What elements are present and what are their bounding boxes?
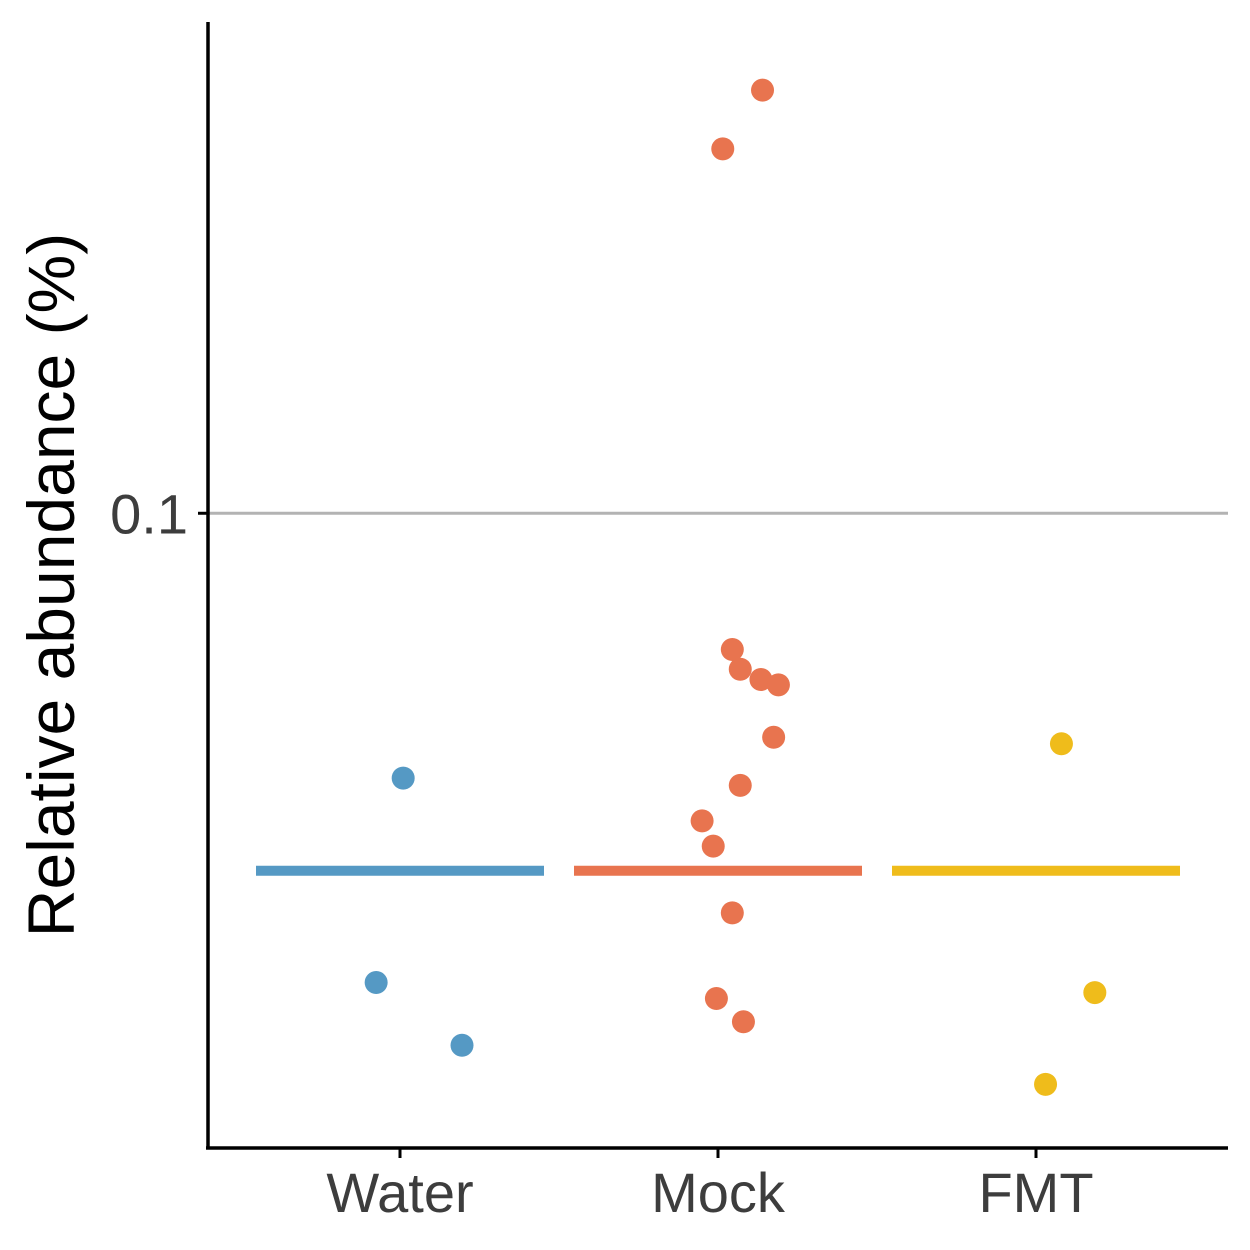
plot-area xyxy=(208,78,1228,1096)
axes: 0.1 Water Mock FMT xyxy=(110,22,1228,1224)
data-point-mock xyxy=(766,673,790,697)
data-point-water xyxy=(391,766,415,790)
data-point-mock xyxy=(728,773,752,797)
x-tick-label-water: Water xyxy=(326,1161,473,1224)
data-point-water xyxy=(364,970,388,994)
data-point-mock xyxy=(731,1010,755,1034)
data-point-fmt xyxy=(1083,981,1107,1005)
data-point-water xyxy=(450,1033,474,1057)
data-point-mock xyxy=(720,901,744,925)
y-axis-title: Relative abundance (%) xyxy=(14,233,88,937)
y-tick-label: 0.1 xyxy=(110,482,188,545)
data-point-fmt xyxy=(1049,732,1073,756)
data-point-mock xyxy=(720,637,744,661)
data-point-mock xyxy=(749,668,773,692)
x-tick-label-fmt: FMT xyxy=(978,1161,1093,1224)
data-point-mock xyxy=(690,809,714,833)
data-point-mock xyxy=(728,657,752,681)
data-point-mock xyxy=(704,986,728,1010)
data-point-mock xyxy=(711,137,735,161)
data-point-mock xyxy=(701,834,725,858)
data-point-fmt xyxy=(1034,1072,1058,1096)
data-point-mock xyxy=(762,725,786,749)
data-point-mock xyxy=(751,78,775,102)
x-tick-label-mock: Mock xyxy=(651,1161,786,1224)
